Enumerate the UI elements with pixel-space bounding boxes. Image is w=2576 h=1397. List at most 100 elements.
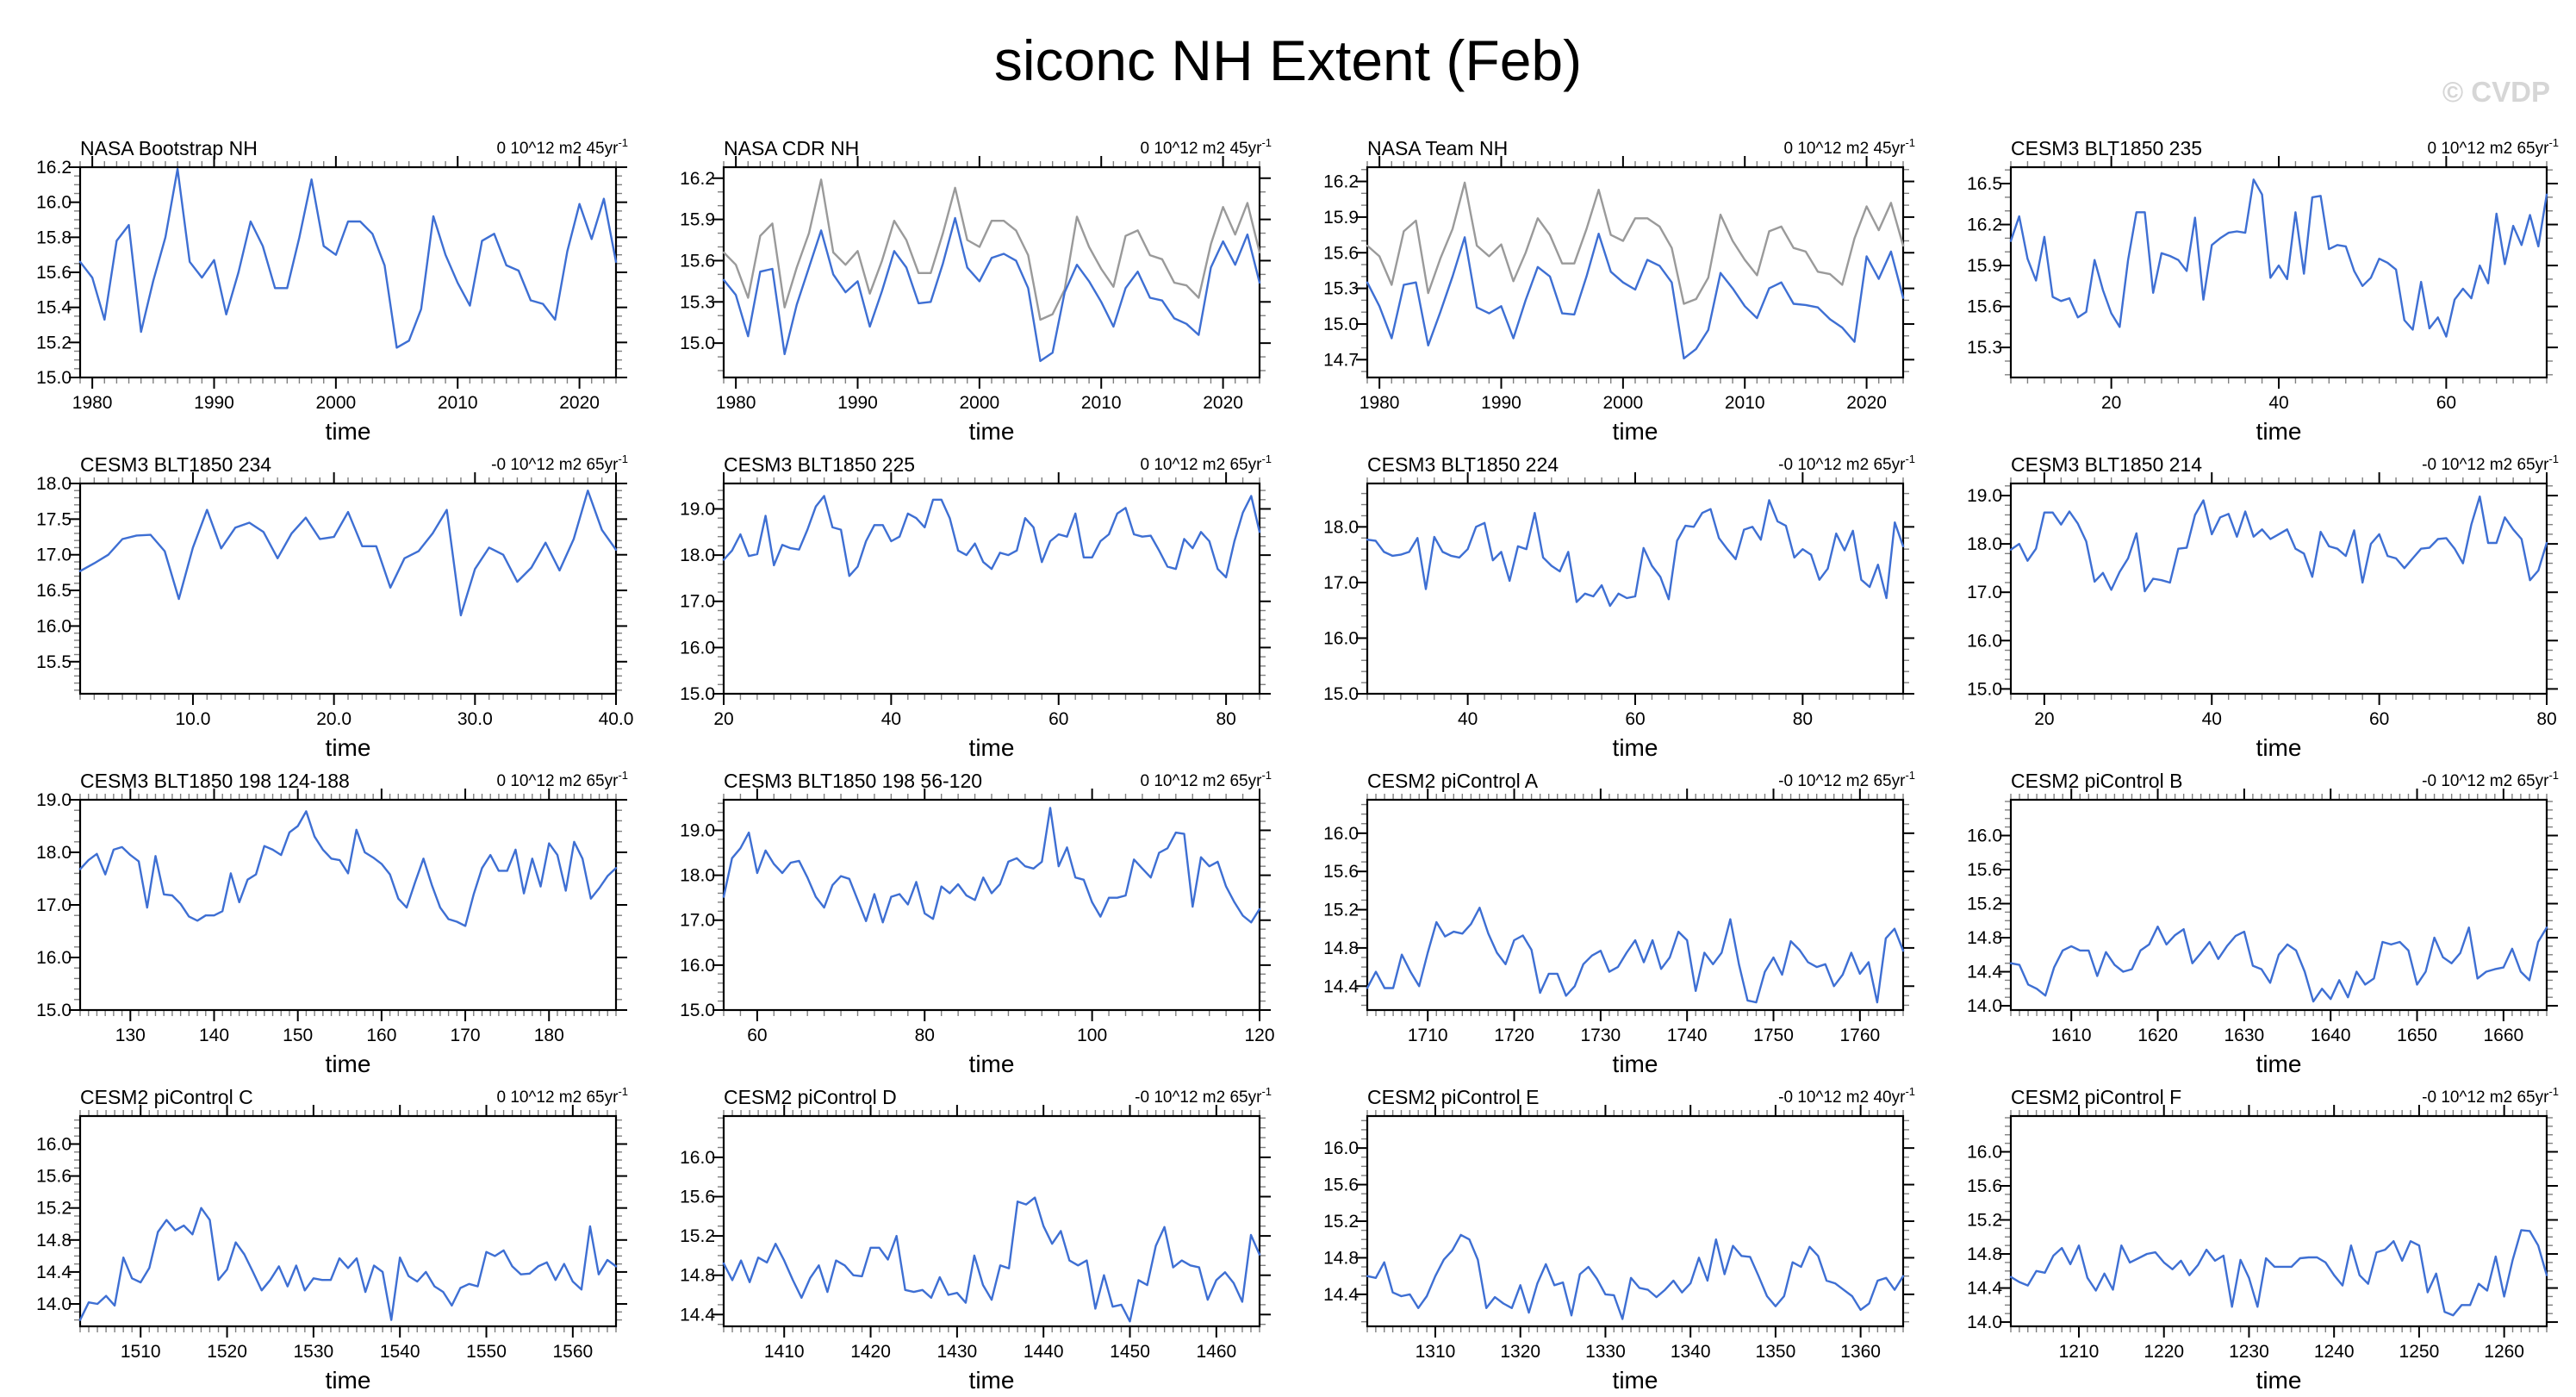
chart-panel-13: 1510 1520 1530 1540 1550 1560 14.0 14.4 14.8 15.2…	[1, 1078, 644, 1394]
x-tick-label: 80	[915, 1026, 935, 1045]
y-tick-label: 14.8	[1323, 939, 1359, 958]
x-tick-label: 30.0	[457, 709, 493, 729]
y-tick-label: 15.6	[36, 1167, 72, 1187]
y-tick-label: 16.0	[680, 956, 715, 976]
y-tick-label: 17.0	[36, 895, 72, 915]
x-tick-label: 1410	[764, 1342, 805, 1362]
panel-title: CESM3 BLT1850 224	[1367, 453, 1559, 476]
y-tick-label: 14.4	[1967, 1279, 2002, 1299]
data-line-reference	[1366, 181, 1905, 305]
time-axis-label: time	[326, 418, 371, 445]
x-axis: 1210 1220 1230 1240 1250 1260	[2010, 1105, 2548, 1362]
y-axis: 15.0 15.3 15.6 15.9 16.2	[680, 169, 1271, 371]
chart-panel-14: 1410 1420 1430 1440 1450 1460 14.4 14.8 15.2 15.6…	[644, 1078, 1288, 1394]
panel-units: 0 10^12 m2 65yr-1	[496, 1085, 628, 1107]
y-tick-label: 15.3	[1967, 338, 2002, 358]
chart-canvas: 1980 1990 2000 2010 2020 14.7 15.0 15.3 15.6 15.9…	[1323, 136, 1915, 445]
time-axis-label: time	[2256, 418, 2302, 445]
data-line-cesm2-picontrol-a	[1366, 907, 1905, 1004]
plot-box	[722, 1114, 1261, 1328]
time-axis-label: time	[2256, 734, 2302, 761]
x-tick-label: 130	[115, 1026, 146, 1045]
x-tick-label: 2010	[1081, 393, 1122, 413]
x-tick-label: 2020	[559, 393, 600, 413]
y-tick-label: 15.6	[1323, 862, 1359, 882]
y-tick-label: 15.0	[1323, 315, 1359, 334]
data-line-nasa-cdr	[722, 216, 1261, 363]
panel-title: CESM3 BLT1850 225	[724, 453, 915, 476]
data-line-reference	[722, 178, 1261, 321]
x-tick-label: 1740	[1667, 1026, 1708, 1045]
y-tick-label: 15.2	[1323, 1212, 1359, 1232]
x-tick-label: 1210	[2059, 1342, 2100, 1362]
y-tick-label: 16.0	[36, 616, 72, 636]
chart-canvas: 1310 1320 1330 1340 1350 1360 14.4 14.8 15.2 15.6…	[1323, 1085, 1915, 1394]
data-line-cesm3-blt1850-225	[722, 495, 1261, 579]
time-axis-label: time	[1613, 734, 1658, 761]
panel-units: 0 10^12 m2 45yr-1	[496, 136, 628, 158]
time-axis-label: time	[969, 734, 1015, 761]
time-axis-label: time	[1613, 1367, 1658, 1394]
plot-box	[2009, 482, 2548, 695]
y-tick-label: 17.0	[680, 592, 715, 612]
x-tick-label: 2010	[438, 393, 478, 413]
chart-panel-11: 1710 1720 1730 1740 1750 1760 14.4 14.8 15.2 15.6…	[1288, 762, 1932, 1078]
y-tick-label: 14.4	[1323, 976, 1359, 996]
y-tick-label: 14.8	[1967, 928, 2002, 948]
chart-panel-2: 1980 1990 2000 2010 2020 15.0 15.3 15.6 15.9 16.2…	[644, 129, 1288, 446]
y-axis: 15.0 16.0 17.0 18.0 19.0	[680, 802, 1271, 1020]
y-tick-label: 14.8	[1967, 1244, 2002, 1264]
panel-title: CESM2 piControl F	[2011, 1086, 2181, 1108]
chart-panel-1: 1980 1990 2000 2010 2020 15.0 15.2 15.4 15.6 15.8…	[1, 129, 644, 446]
data-line-cesm2-picontrol-f	[2009, 1229, 2548, 1317]
x-tick-label: 1730	[1581, 1026, 1621, 1045]
chart-canvas: 1710 1720 1730 1740 1750 1760 14.4 14.8 15.2 15.6…	[1323, 769, 1915, 1077]
y-tick-label: 16.0	[680, 638, 715, 658]
x-tick-label: 40	[1458, 709, 1478, 729]
y-tick-label: 15.0	[680, 684, 715, 704]
x-tick-label: 1560	[552, 1342, 593, 1362]
chart-panel-3: 1980 1990 2000 2010 2020 14.7 15.0 15.3 15.6 15.9…	[1288, 129, 1932, 446]
time-axis-label: time	[969, 1367, 1015, 1394]
x-tick-label: 2000	[960, 393, 1000, 413]
time-axis-label: time	[2256, 1051, 2302, 1077]
y-tick-label: 16.2	[36, 158, 72, 178]
x-tick-label: 180	[534, 1026, 564, 1045]
panel-title: CESM3 BLT1850 235	[2011, 137, 2202, 159]
chart-canvas: 1980 1990 2000 2010 2020 15.0 15.2 15.4 15.6 15.8…	[36, 136, 628, 445]
chart-canvas: 10.0 20.0 30.0 40.0 15.5 16.0 16.5 17.0 17.5 18.0…	[36, 452, 633, 761]
x-axis: 1710 1720 1730 1740 1750 1760	[1366, 789, 1904, 1045]
x-tick-label: 1550	[466, 1342, 507, 1362]
y-tick-label: 16.5	[36, 581, 72, 601]
y-tick-label: 16.5	[1967, 174, 2002, 194]
y-axis: 14.0 14.4 14.8 15.2 15.6 16.0	[1967, 1117, 2558, 1332]
x-tick-label: 40	[2268, 393, 2288, 413]
y-axis: 14.7 15.0 15.3 15.6 15.9 16.2	[1323, 169, 1914, 372]
time-axis-label: time	[326, 1367, 371, 1394]
x-tick-label: 2000	[1603, 393, 1644, 413]
y-tick-label: 18.0	[36, 843, 72, 863]
y-tick-label: 16.0	[1967, 631, 2002, 651]
x-tick-label: 20	[2034, 709, 2054, 729]
chart-panel-10: 60 80 100 120 15.0 16.0 17.0 18.0 19.0 CESM3 BLT1…	[644, 762, 1288, 1078]
panel-units: -0 10^12 m2 65yr-1	[2422, 452, 2559, 474]
y-axis: 15.0 16.0 17.0 18.0 19.0	[1967, 485, 2558, 699]
x-tick-label: 1750	[1753, 1026, 1794, 1045]
plot-box	[2009, 1114, 2548, 1328]
x-tick-label: 1240	[2314, 1342, 2355, 1362]
y-tick-label: 15.9	[1967, 256, 2002, 276]
time-axis-label: time	[969, 418, 1015, 445]
chart-grid: 1980 1990 2000 2010 2020 15.0 15.2 15.4 15.6 15.8…	[1, 129, 2575, 1394]
y-tick-label: 16.0	[36, 1134, 72, 1154]
y-axis: 14.0 14.4 14.8 15.2 15.6 16.0	[1967, 801, 2558, 1016]
y-tick-label: 17.0	[36, 546, 72, 565]
time-axis-label: time	[326, 1051, 371, 1077]
x-tick-label: 40	[2202, 709, 2222, 729]
plot-box	[78, 1114, 618, 1328]
y-tick-label: 15.6	[680, 1187, 715, 1207]
x-tick-label: 1530	[294, 1342, 334, 1362]
y-tick-label: 15.8	[36, 228, 72, 247]
x-tick-label: 1250	[2399, 1342, 2440, 1362]
chart-panel-16: 1210 1220 1230 1240 1250 1260 14.0 14.4 14.8 15.2…	[1932, 1078, 2575, 1394]
